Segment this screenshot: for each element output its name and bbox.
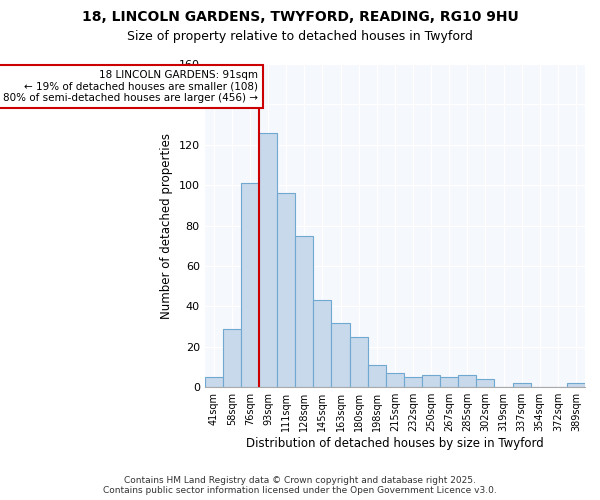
Bar <box>205 377 223 387</box>
Bar <box>331 322 350 387</box>
Bar <box>386 373 404 387</box>
Text: 18 LINCOLN GARDENS: 91sqm
← 19% of detached houses are smaller (108)
80% of semi: 18 LINCOLN GARDENS: 91sqm ← 19% of detac… <box>3 70 258 103</box>
Bar <box>277 194 295 387</box>
Y-axis label: Number of detached properties: Number of detached properties <box>160 132 173 318</box>
Bar <box>422 375 440 387</box>
Bar <box>440 377 458 387</box>
Bar <box>368 365 386 387</box>
Bar <box>458 375 476 387</box>
Bar <box>476 379 494 387</box>
Text: 18, LINCOLN GARDENS, TWYFORD, READING, RG10 9HU: 18, LINCOLN GARDENS, TWYFORD, READING, R… <box>82 10 518 24</box>
Bar <box>313 300 331 387</box>
Bar <box>223 328 241 387</box>
Bar <box>404 377 422 387</box>
Bar <box>295 236 313 387</box>
Text: Contains HM Land Registry data © Crown copyright and database right 2025.
Contai: Contains HM Land Registry data © Crown c… <box>103 476 497 495</box>
Bar <box>567 383 585 387</box>
X-axis label: Distribution of detached houses by size in Twyford: Distribution of detached houses by size … <box>246 437 544 450</box>
Bar <box>241 183 259 387</box>
Bar <box>259 132 277 387</box>
Text: Size of property relative to detached houses in Twyford: Size of property relative to detached ho… <box>127 30 473 43</box>
Bar <box>512 383 530 387</box>
Bar <box>350 336 368 387</box>
